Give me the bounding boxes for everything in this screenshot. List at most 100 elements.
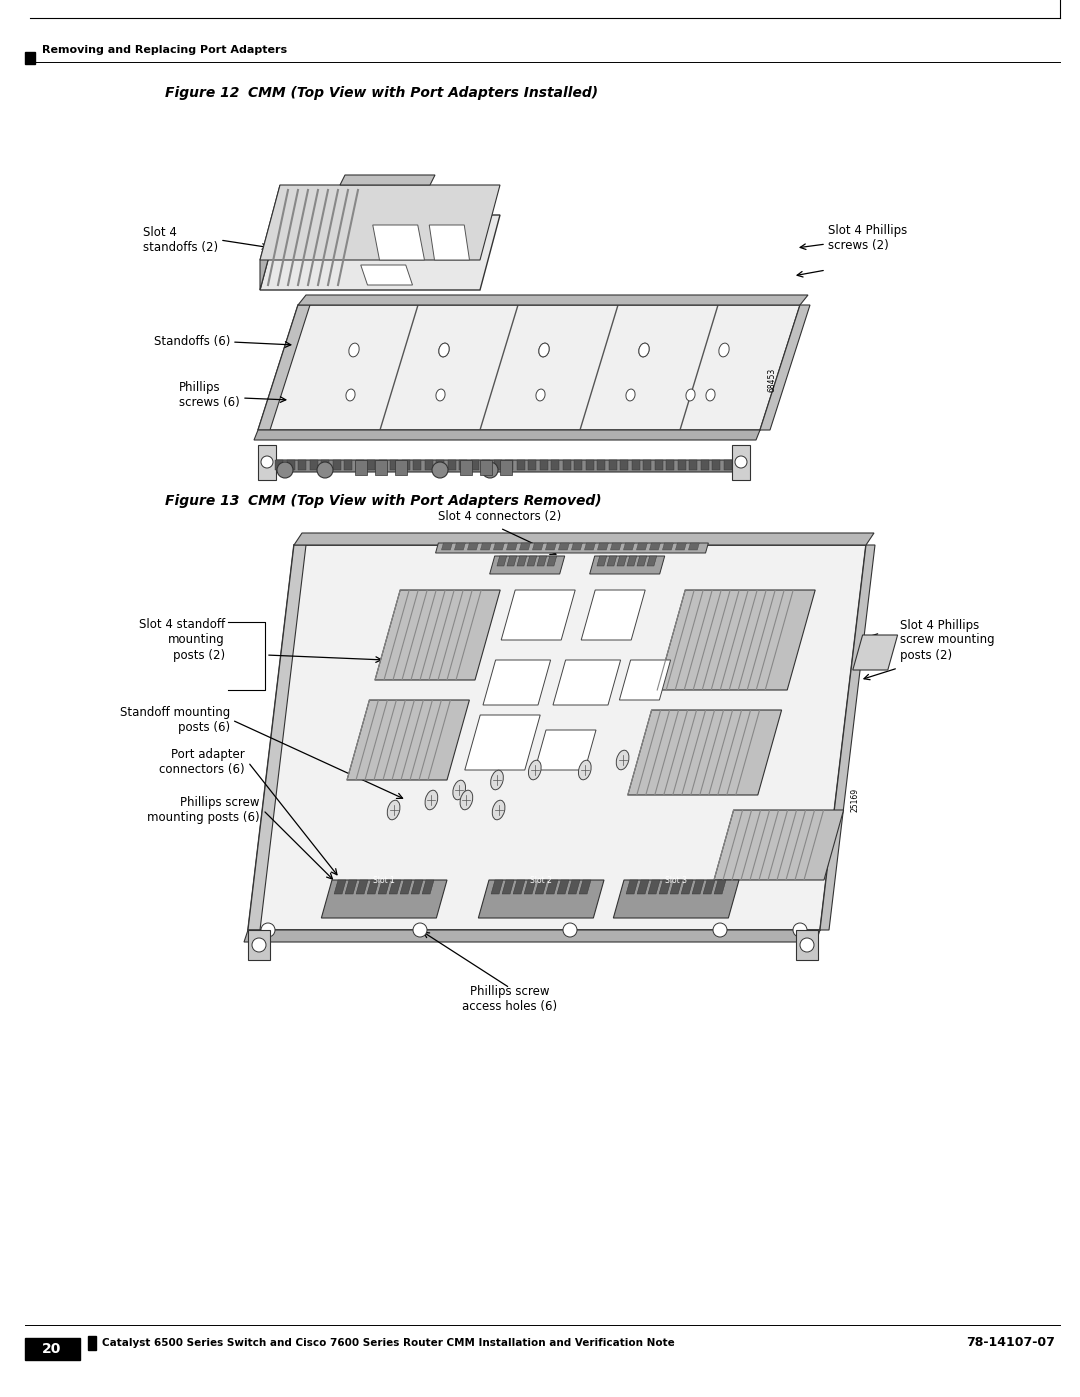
- Ellipse shape: [438, 344, 449, 356]
- Text: Standoff mounting
posts (6): Standoff mounting posts (6): [120, 705, 230, 733]
- Ellipse shape: [438, 344, 449, 356]
- Polygon shape: [597, 543, 608, 550]
- Polygon shape: [355, 460, 364, 469]
- Polygon shape: [258, 305, 310, 430]
- Polygon shape: [248, 545, 306, 930]
- Polygon shape: [689, 460, 697, 469]
- Ellipse shape: [639, 344, 649, 356]
- Polygon shape: [597, 556, 607, 566]
- Polygon shape: [400, 880, 411, 894]
- Polygon shape: [527, 556, 537, 566]
- Polygon shape: [345, 460, 352, 469]
- Polygon shape: [760, 305, 810, 430]
- Circle shape: [276, 462, 293, 478]
- Polygon shape: [347, 700, 470, 780]
- Polygon shape: [658, 590, 815, 690]
- Text: 25169: 25169: [851, 788, 860, 812]
- Polygon shape: [507, 556, 516, 566]
- Text: Phillips
screws (6): Phillips screws (6): [179, 381, 240, 409]
- Ellipse shape: [349, 344, 360, 356]
- Text: 20: 20: [42, 1343, 62, 1356]
- Polygon shape: [568, 880, 580, 894]
- Text: Slot 3: Slot 3: [665, 876, 687, 886]
- Polygon shape: [524, 880, 536, 894]
- Polygon shape: [497, 556, 507, 566]
- Polygon shape: [436, 460, 444, 469]
- Polygon shape: [260, 215, 500, 291]
- Polygon shape: [507, 543, 517, 550]
- Polygon shape: [422, 880, 434, 894]
- Circle shape: [432, 462, 448, 478]
- Polygon shape: [701, 460, 708, 469]
- Ellipse shape: [426, 791, 437, 810]
- Text: CMM (Top View with Port Adapters Removed): CMM (Top View with Port Adapters Removed…: [248, 495, 602, 509]
- Polygon shape: [712, 460, 720, 469]
- Polygon shape: [334, 880, 346, 894]
- Polygon shape: [389, 880, 401, 894]
- Polygon shape: [298, 295, 808, 305]
- Polygon shape: [546, 880, 558, 894]
- Ellipse shape: [388, 800, 400, 820]
- Circle shape: [482, 462, 498, 478]
- Text: Phillips screw
mounting posts (6): Phillips screw mounting posts (6): [147, 796, 260, 824]
- Polygon shape: [579, 880, 591, 894]
- Polygon shape: [551, 460, 559, 469]
- Polygon shape: [294, 534, 874, 545]
- Polygon shape: [402, 460, 409, 469]
- Polygon shape: [540, 460, 548, 469]
- Polygon shape: [455, 543, 465, 550]
- Polygon shape: [647, 556, 657, 566]
- Polygon shape: [355, 460, 367, 475]
- Polygon shape: [275, 460, 283, 469]
- Polygon shape: [563, 460, 570, 469]
- Polygon shape: [535, 731, 596, 770]
- Polygon shape: [714, 880, 726, 894]
- Polygon shape: [535, 880, 546, 894]
- Polygon shape: [489, 556, 565, 574]
- Polygon shape: [546, 556, 556, 566]
- Polygon shape: [528, 460, 536, 469]
- Circle shape: [735, 455, 747, 468]
- Text: Phillips screw
access holes (6): Phillips screw access holes (6): [462, 985, 557, 1013]
- Polygon shape: [480, 460, 492, 475]
- Polygon shape: [607, 556, 617, 566]
- Polygon shape: [557, 880, 569, 894]
- Polygon shape: [373, 225, 424, 260]
- Ellipse shape: [492, 800, 505, 820]
- Polygon shape: [395, 460, 407, 475]
- Polygon shape: [260, 184, 500, 260]
- Polygon shape: [558, 543, 569, 550]
- Polygon shape: [482, 460, 490, 469]
- Polygon shape: [447, 460, 456, 469]
- Polygon shape: [361, 265, 413, 285]
- Polygon shape: [254, 430, 760, 440]
- Polygon shape: [617, 556, 626, 566]
- Polygon shape: [637, 880, 649, 894]
- Polygon shape: [643, 460, 651, 469]
- Polygon shape: [581, 590, 645, 640]
- Polygon shape: [500, 460, 512, 475]
- Polygon shape: [471, 460, 478, 469]
- Polygon shape: [505, 460, 513, 469]
- Circle shape: [261, 455, 273, 468]
- Polygon shape: [626, 556, 637, 566]
- Polygon shape: [258, 305, 800, 430]
- Ellipse shape: [639, 344, 649, 356]
- Polygon shape: [478, 880, 604, 918]
- Polygon shape: [632, 460, 639, 469]
- Polygon shape: [481, 543, 491, 550]
- Polygon shape: [519, 543, 530, 550]
- Polygon shape: [627, 710, 782, 795]
- Circle shape: [793, 923, 807, 937]
- Polygon shape: [321, 460, 329, 469]
- Polygon shape: [442, 543, 453, 550]
- Polygon shape: [260, 184, 280, 291]
- Polygon shape: [613, 880, 739, 918]
- Polygon shape: [623, 543, 634, 550]
- Circle shape: [563, 923, 577, 937]
- Polygon shape: [659, 880, 671, 894]
- Polygon shape: [298, 460, 306, 469]
- Polygon shape: [692, 880, 704, 894]
- Polygon shape: [375, 590, 500, 680]
- Polygon shape: [636, 543, 647, 550]
